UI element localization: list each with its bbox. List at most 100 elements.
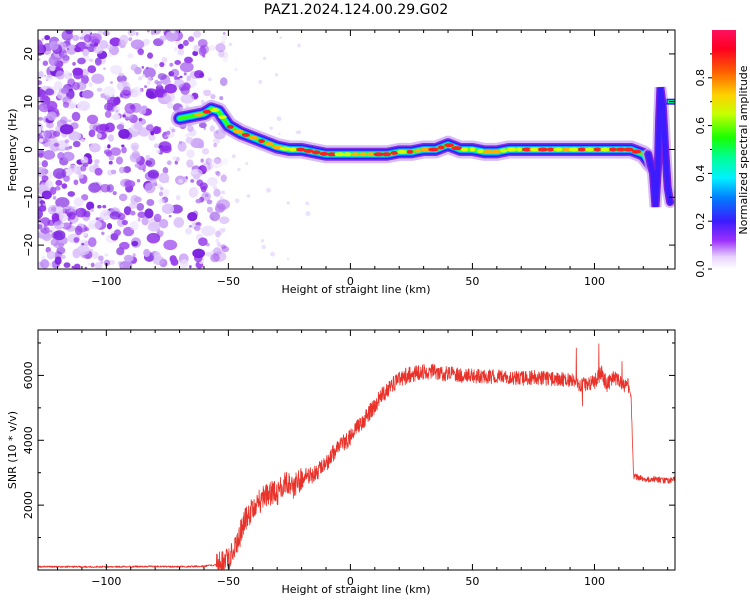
spectrogram-noise-blob xyxy=(199,44,210,55)
spectrogram-noise-blob xyxy=(179,61,194,73)
spectrogram-ridge-peak xyxy=(311,150,321,155)
spectrogram-noise-blob xyxy=(195,198,202,204)
spectrogram-noise-blob xyxy=(161,203,175,215)
spectrogram-noise-blob xyxy=(136,178,141,183)
spectrogram-ridge-peak xyxy=(577,147,586,152)
spectrogram-noise-blob xyxy=(214,170,220,175)
spectrogram-noise-blob xyxy=(209,158,223,169)
spectrogram-noise-blob xyxy=(158,191,164,197)
spectrogram-noise-blob xyxy=(150,30,155,36)
spectrogram-noise-blob xyxy=(55,205,64,215)
spectrogram-noise-blob xyxy=(134,66,142,75)
spectrogram-noise-blob xyxy=(112,191,117,196)
spectrogram-noise-blob xyxy=(53,142,60,147)
spectrogram-noise-blob xyxy=(170,258,179,266)
spectrogram-noise-blob xyxy=(49,65,56,72)
spectrogram-ridge-peak xyxy=(226,124,234,129)
spectrogram-noise-blob xyxy=(131,145,139,152)
spectrogram-noise-blob xyxy=(121,146,127,154)
snr-y-tick-label: 2000 xyxy=(22,491,35,519)
spectrogram-noise-blob xyxy=(153,63,159,68)
spectrogram-noise-blob xyxy=(123,206,132,216)
spectrogram-noise-blob xyxy=(40,259,50,269)
spectrogram-noise-blob xyxy=(38,70,44,78)
spectrogram-noise-blob xyxy=(138,117,143,122)
spectrogram-noise-dot xyxy=(246,194,251,198)
spectrogram-noise-blob xyxy=(72,140,81,148)
spectrogram-noise-blob xyxy=(173,217,185,228)
spectrogram-noise-blob xyxy=(109,37,122,47)
spectrogram-noise-blob xyxy=(120,264,124,267)
spectrogram-noise-blob xyxy=(180,93,195,104)
spectrogram-noise-blob xyxy=(49,262,53,267)
spectrogram-ridge-peak xyxy=(381,152,392,157)
spectrogram-noise-blob xyxy=(177,43,184,50)
spectrogram-noise-blob xyxy=(188,225,192,228)
spectrogram-noise-blob xyxy=(186,149,195,159)
spectrogram-noise-dot xyxy=(262,56,267,61)
spectrogram-ridge-peak xyxy=(343,152,352,157)
spectrogram-noise-blob xyxy=(205,158,212,165)
spectrogram-noise-blob xyxy=(88,82,93,88)
spectrogram-ridge-peak xyxy=(397,149,408,154)
spectrogram-noise-blob xyxy=(129,104,136,110)
spectrogram-noise-blob xyxy=(44,88,55,96)
spectrogram-noise-blob xyxy=(68,145,73,149)
spectrogram-noise-blob xyxy=(184,133,190,138)
spectrogram-ridge-peak xyxy=(366,152,376,157)
spectrogram-noise-blob xyxy=(162,167,169,174)
spectrogram-noise-blob xyxy=(99,209,113,221)
spectrogram-noise-blob xyxy=(58,212,68,222)
spectrogram-noise-blob xyxy=(82,232,88,237)
spectrogram-noise-blob xyxy=(60,254,66,259)
spectrogram-ridge-peak xyxy=(593,147,602,152)
spectrogram-noise-blob xyxy=(203,89,212,97)
spectrogram-noise-blob xyxy=(41,232,53,242)
spectrogram-edge-band xyxy=(645,87,673,208)
spectrogram-noise-blob xyxy=(101,231,105,235)
spectrogram-noise-blob xyxy=(61,183,68,189)
spectrogram-ridge-peak xyxy=(483,149,493,154)
spectrogram-ridge-peak xyxy=(194,112,204,117)
spectrogram-noise-blob xyxy=(103,86,116,97)
spectrogram-noise-blob xyxy=(215,43,226,53)
spectrogram-x-tick-label: −100 xyxy=(91,275,121,288)
spectrogram-noise-blob xyxy=(148,92,155,99)
spectrogram-noise-blob xyxy=(44,35,51,41)
spectrogram-noise-blob xyxy=(158,172,170,184)
spectrogram-noise-blob xyxy=(202,89,206,94)
spectrogram-noise-blob xyxy=(198,222,202,227)
spectrogram-noise-blob xyxy=(159,62,165,68)
spectrogram-noise-blob xyxy=(66,44,77,55)
spectrogram-ridge-peak xyxy=(303,148,314,153)
spectrogram-noise-blob xyxy=(199,182,208,190)
spectrogram-ridge-peak xyxy=(233,129,244,134)
spectrogram-noise-dot xyxy=(297,43,301,48)
snr-background xyxy=(38,330,675,570)
spectrogram-noise-blob xyxy=(145,66,149,70)
spectrogram-x-axis-label: Height of straight line (km) xyxy=(281,283,430,296)
spectrogram-noise-blob xyxy=(38,166,46,177)
spectrogram-noise-blob xyxy=(38,116,44,121)
spectrogram-ridge-peak xyxy=(515,147,523,152)
spectrogram-noise-blob xyxy=(112,113,121,121)
spectrogram-noise-blob xyxy=(222,32,226,35)
spectrogram-noise-blob xyxy=(147,52,154,59)
spectrogram-noise-blob xyxy=(123,166,132,174)
spectrogram-noise-blob xyxy=(137,211,146,219)
spectrogram-noise-blob xyxy=(197,38,208,48)
spectrogram-noise-blob xyxy=(44,138,49,143)
spectrogram-noise-blob xyxy=(89,58,94,63)
spectrogram-noise-blob xyxy=(41,175,49,182)
spectrogram-noise-dot xyxy=(221,227,226,233)
spectrogram-noise-blob xyxy=(74,46,82,53)
spectrogram-ridge-peak xyxy=(334,152,345,157)
spectrogram-noise-blob xyxy=(53,220,64,230)
spectrogram-noise-blob xyxy=(98,255,104,262)
spectrogram-noise-blob xyxy=(212,251,227,262)
spectrogram-noise-blob xyxy=(107,144,111,149)
spectrogram-ridge-peak xyxy=(608,147,618,152)
spectrogram-noise-blob xyxy=(127,53,134,59)
spectrogram-noise-blob xyxy=(179,75,183,79)
